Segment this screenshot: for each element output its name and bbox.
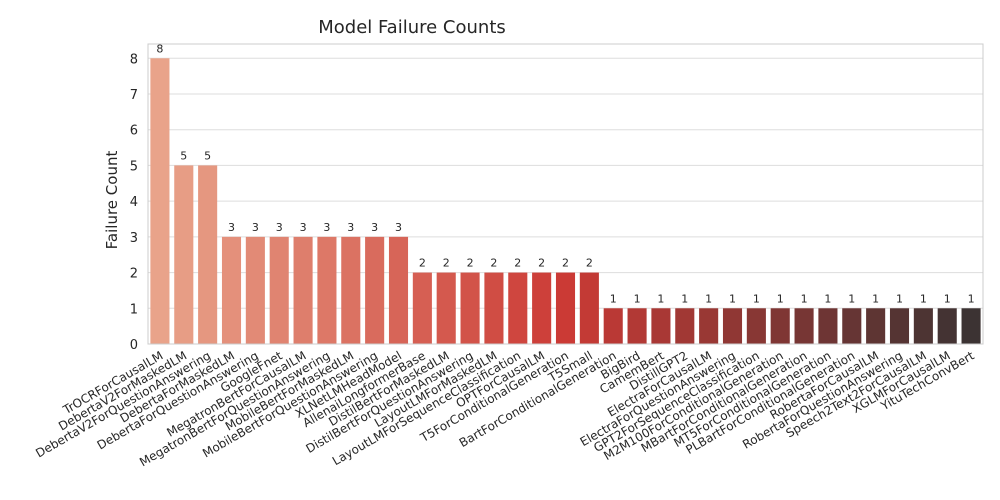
- data-label: 3: [347, 221, 354, 234]
- bar: [245, 236, 265, 344]
- data-label: 8: [156, 42, 163, 55]
- bar: [436, 272, 456, 344]
- data-label: 3: [252, 221, 259, 234]
- data-label: 1: [920, 292, 927, 305]
- y-tick-label: 3: [130, 231, 138, 246]
- bar: [532, 272, 552, 344]
- bar: [866, 308, 886, 344]
- data-label: 3: [228, 221, 235, 234]
- bar: [150, 58, 170, 345]
- bar: [388, 236, 409, 344]
- bar: [746, 308, 766, 344]
- bar: [603, 308, 623, 344]
- bar: [174, 165, 194, 344]
- y-tick-label: 1: [130, 302, 138, 317]
- data-label: 1: [753, 292, 760, 305]
- data-label: 5: [180, 149, 187, 162]
- x-tick-labels: TrOCRForCausalLMDebertaV2ForMaskedLMDebe…: [33, 348, 977, 469]
- bar: [269, 236, 289, 344]
- y-tick-label: 4: [130, 195, 138, 210]
- data-label: 1: [801, 292, 808, 305]
- data-label: 1: [896, 292, 903, 305]
- bar: [317, 236, 337, 344]
- bar: [508, 272, 528, 344]
- bar: [818, 308, 838, 344]
- plot-frame: [147, 43, 984, 345]
- data-label: 3: [300, 221, 307, 234]
- y-tick-label: 2: [130, 267, 138, 282]
- bar: [675, 308, 695, 344]
- bar: [651, 308, 671, 344]
- bar: [937, 308, 957, 344]
- data-label: 3: [371, 221, 378, 234]
- data-labels: 8 5 5 3 3 3 3 3 3 3 3 2 2 2 2 2 2 2 2 1 1 1 1 1 1 1 1 1 1 1 1 1 1 1 1: [156, 42, 974, 305]
- data-label: 1: [610, 292, 617, 305]
- data-label: 2: [490, 257, 497, 270]
- bar: [770, 308, 790, 344]
- bar: [699, 308, 719, 344]
- bar: [484, 272, 504, 344]
- data-label: 1: [705, 292, 712, 305]
- data-label: 1: [824, 292, 831, 305]
- bar: [794, 308, 814, 344]
- data-label: 2: [467, 257, 474, 270]
- y-tick-label: 6: [130, 124, 138, 139]
- bar: [412, 272, 432, 344]
- y-tick-label: 5: [130, 159, 138, 174]
- bar: [198, 165, 218, 344]
- chart-title: Model Failure Counts: [318, 17, 506, 38]
- data-label: 2: [562, 257, 569, 270]
- y-tick-label: 7: [130, 88, 138, 103]
- bars: [150, 58, 981, 345]
- y-tick-label: 8: [130, 52, 138, 67]
- data-label: 1: [777, 292, 784, 305]
- bar: [961, 308, 981, 344]
- data-label: 2: [586, 257, 593, 270]
- data-label: 2: [419, 257, 426, 270]
- data-label: 3: [395, 221, 402, 234]
- bar: [889, 308, 910, 344]
- bar: [555, 272, 576, 344]
- data-label: 1: [729, 292, 736, 305]
- data-label: 1: [848, 292, 855, 305]
- data-label: 2: [514, 257, 521, 270]
- data-label: 3: [323, 221, 330, 234]
- data-label: 1: [634, 292, 641, 305]
- bar: [722, 308, 743, 344]
- y-axis-label: Failure Count: [103, 151, 121, 250]
- bar: [221, 236, 242, 344]
- y-tick-label: 0: [130, 338, 138, 353]
- bar: [842, 308, 862, 344]
- data-label: 5: [204, 149, 211, 162]
- bar: [460, 272, 480, 344]
- data-label: 2: [443, 257, 450, 270]
- bar: [341, 236, 361, 344]
- data-label: 1: [681, 292, 688, 305]
- data-label: 2: [538, 257, 545, 270]
- bar: [293, 236, 313, 344]
- bar: [579, 272, 599, 344]
- data-label: 1: [657, 292, 664, 305]
- data-label: 1: [968, 292, 975, 305]
- bar: [365, 236, 385, 344]
- y-tick-labels: 0 1 2 3 4 5 6 7 8: [130, 52, 138, 353]
- bar: [627, 308, 647, 344]
- data-label: 1: [944, 292, 951, 305]
- bar: [913, 308, 933, 344]
- data-label: 1: [872, 292, 879, 305]
- data-label: 3: [276, 221, 283, 234]
